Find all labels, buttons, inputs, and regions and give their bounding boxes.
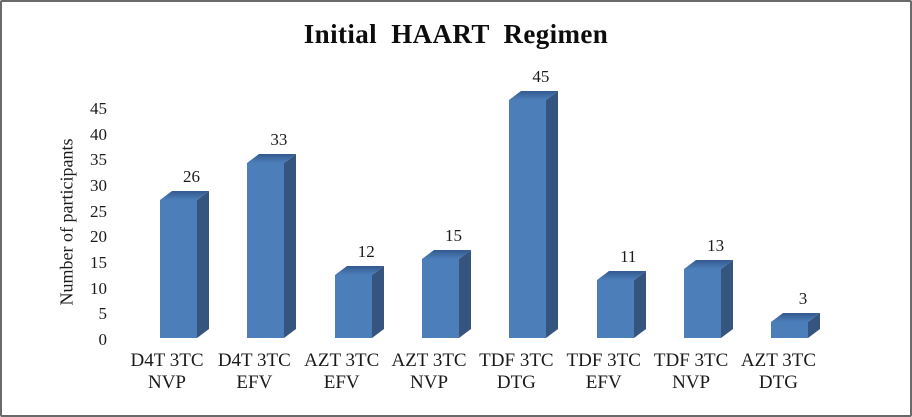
- x-category-line1: TDF 3TC: [479, 350, 554, 371]
- bar-front-face: [596, 280, 634, 338]
- bar-value-label: 45: [532, 67, 550, 86]
- bar-side-face: [633, 270, 646, 338]
- bar-side-face: [546, 90, 559, 338]
- bar-front-face: [247, 163, 285, 338]
- y-axis-tick-label: 5: [98, 304, 108, 324]
- x-category-label: AZT 3TC EFV: [287, 350, 397, 394]
- y-axis-tick-label: 10: [90, 278, 107, 298]
- bar-value-label: 15: [445, 226, 463, 245]
- x-category-label: TDF 3TC NVP: [636, 350, 746, 394]
- x-category-line1: D4T 3TC: [130, 350, 204, 371]
- x-category-line2: NVP: [147, 372, 186, 393]
- y-axis-tick-label: 0: [98, 330, 108, 349]
- y-axis-tick-label: 20: [90, 227, 107, 247]
- bar-front-face: [509, 100, 547, 338]
- x-category-line1: AZT 3TC: [391, 350, 467, 371]
- bar-value-label: 26: [183, 167, 200, 186]
- x-category-line1: AZT 3TC: [304, 350, 380, 371]
- x-category-label: AZT 3TC DTG: [723, 350, 833, 394]
- x-category-line1: TDF 3TC: [566, 350, 641, 371]
- bar-value-label: 12: [357, 242, 375, 261]
- x-category-label: TDF 3TC DTG: [461, 350, 571, 394]
- y-axis-tick-label: 35: [90, 150, 107, 170]
- bar-front-face: [684, 269, 722, 338]
- x-category-line2: EFV: [236, 372, 273, 393]
- y-axis-tick-label: 45: [90, 98, 107, 118]
- x-category-line1: D4T 3TC: [217, 350, 291, 371]
- y-axis-tick-label: 30: [90, 175, 107, 195]
- bar-value-label: 13: [707, 236, 725, 255]
- bar-front-face: [771, 322, 809, 338]
- bar-side-face: [721, 259, 734, 338]
- x-category-line2: EFV: [585, 372, 622, 393]
- chart-title: Initial HAART Regimen: [303, 19, 609, 49]
- x-category-line1: AZT 3TC: [740, 350, 816, 371]
- x-category-label: D4T 3TC EFV: [199, 350, 309, 394]
- bar-front-face: [334, 275, 372, 338]
- y-axis-tick-label: 40: [90, 124, 107, 144]
- x-category-line2: EFV: [323, 372, 360, 393]
- x-category-line2: DTG: [496, 372, 536, 393]
- bar-front-face: [422, 259, 460, 338]
- x-category-label: AZT 3TC NVP: [374, 350, 484, 394]
- x-category-line1: TDF 3TC: [653, 350, 729, 371]
- y-axis-tick-label: 25: [90, 201, 107, 221]
- x-category-line2: NVP: [410, 372, 449, 393]
- bar-side-face: [371, 265, 384, 338]
- x-category-label: TDF 3TC EFV: [549, 350, 659, 394]
- bar-front-face: [160, 200, 197, 338]
- x-category-line2: NVP: [672, 372, 711, 393]
- bar-side-face: [284, 153, 297, 338]
- bar-side-face: [459, 249, 472, 338]
- x-category-label: D4T 3TC NVP: [112, 350, 222, 394]
- bar-side-face: [197, 190, 209, 338]
- bar-value-label: 3: [798, 289, 808, 308]
- bar-value-label: 11: [620, 247, 637, 266]
- x-category-line2: DTG: [758, 372, 798, 393]
- bar-value-label: 33: [270, 130, 288, 149]
- y-axis-tick-label: 15: [90, 252, 107, 272]
